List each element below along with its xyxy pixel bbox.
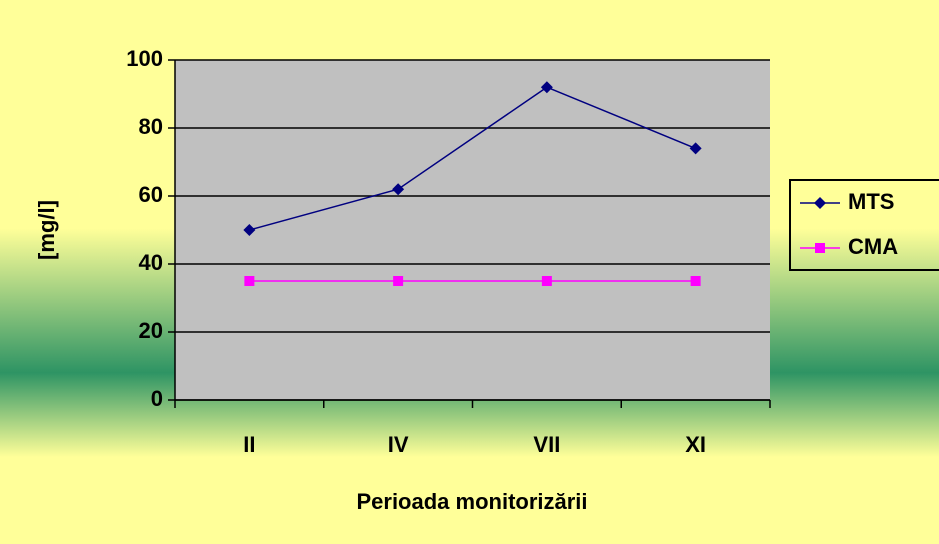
x-tick-label: IV xyxy=(388,432,409,457)
x-tick-label: VII xyxy=(533,432,560,457)
marker xyxy=(243,224,256,236)
y-tick-label: 0 xyxy=(151,386,163,411)
marker xyxy=(393,276,404,286)
marker xyxy=(814,197,826,209)
legend xyxy=(789,179,939,271)
x-axis-label: Perioada monitorizării xyxy=(356,489,587,514)
y-tick-label: 20 xyxy=(139,318,163,343)
legend-label: MTS xyxy=(848,189,894,214)
marker xyxy=(690,276,701,286)
marker xyxy=(689,142,702,155)
y-tick-label: 60 xyxy=(139,182,163,207)
plot-area xyxy=(175,60,770,400)
y-axis-label: [mg/l] xyxy=(34,200,59,260)
x-tick-label: XI xyxy=(685,432,706,457)
marker xyxy=(244,276,255,286)
marker xyxy=(392,183,405,196)
marker xyxy=(541,276,552,286)
marker xyxy=(815,243,825,253)
marker xyxy=(540,81,553,94)
legend-label: CMA xyxy=(848,234,898,259)
x-tick-label: II xyxy=(243,432,255,457)
y-tick-label: 80 xyxy=(139,114,163,139)
y-tick-label: 40 xyxy=(139,250,163,275)
y-tick-label: 100 xyxy=(126,46,163,71)
series-line xyxy=(249,86,696,231)
